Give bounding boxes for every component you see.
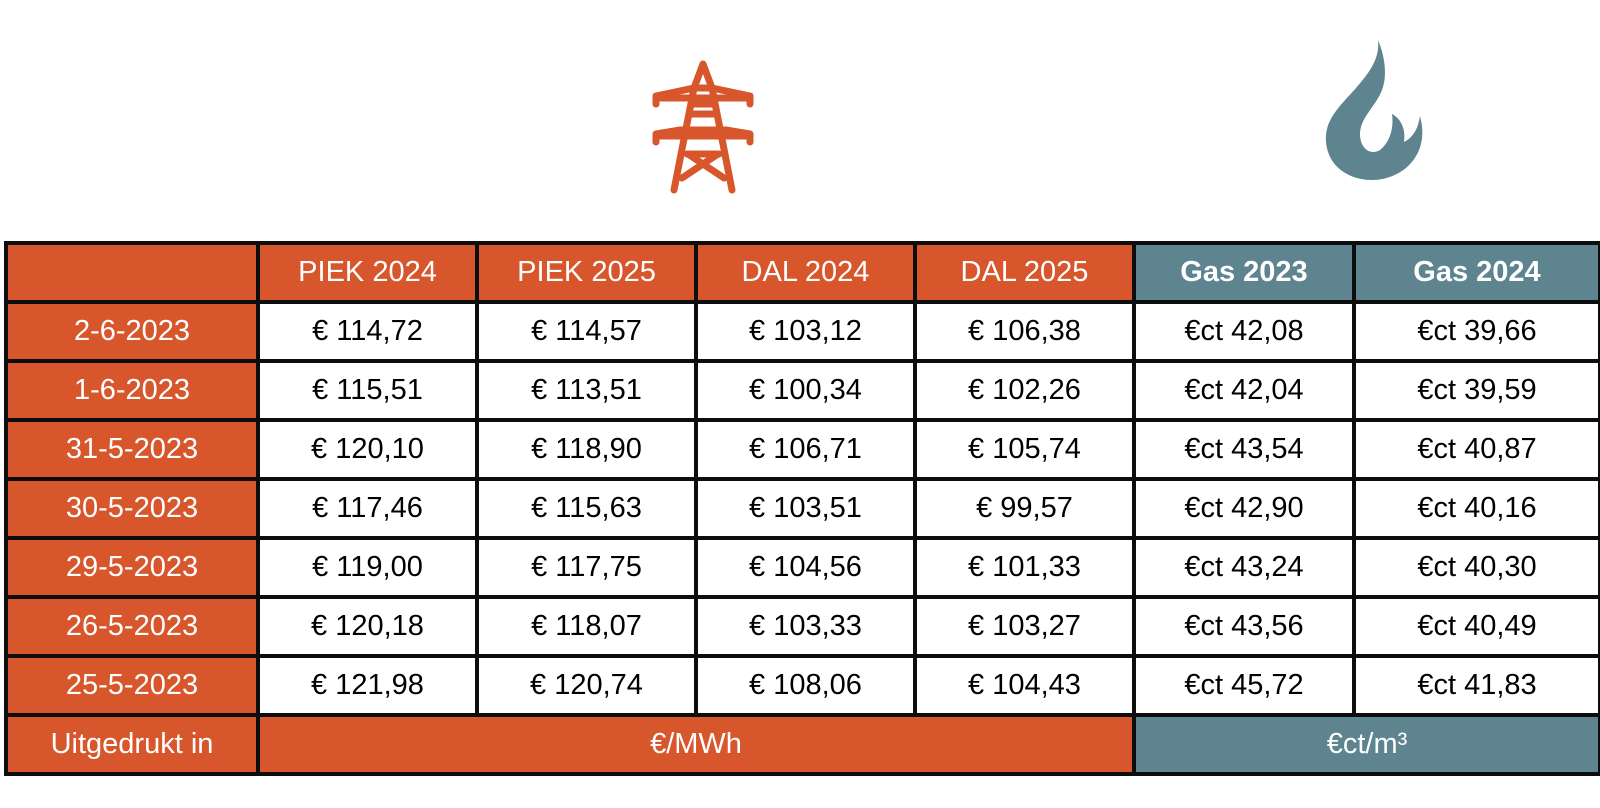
row-date: 2-6-2023 (4, 300, 260, 363)
footer-label: Uitgedrukt in (4, 713, 260, 776)
piek-2024-value: € 114,72 (256, 300, 479, 363)
dal-2024-value: € 103,51 (694, 477, 917, 540)
piek-2025-value: € 115,63 (475, 477, 698, 540)
row-date: 25-5-2023 (4, 654, 260, 717)
gas-2023-value: €ct 45,72 (1132, 654, 1356, 717)
row-date: 26-5-2023 (4, 595, 260, 658)
transmission-tower-icon (652, 60, 754, 194)
piek-2024-value: € 117,46 (256, 477, 479, 540)
gas-2023-value: €ct 43,24 (1132, 536, 1356, 599)
footer-row: Uitgedrukt in €/MWh €ct/m³ (4, 713, 1600, 776)
dal-2024-value: € 100,34 (694, 359, 917, 422)
dal-2025-value: € 102,26 (913, 359, 1136, 422)
gas-2023-value: €ct 43,56 (1132, 595, 1356, 658)
row-date: 1-6-2023 (4, 359, 260, 422)
piek-2025-value: € 114,57 (475, 300, 698, 363)
piek-2025-value: € 120,74 (475, 654, 698, 717)
header-gas-2024: Gas 2024 (1352, 241, 1600, 304)
header-piek-2024: PIEK 2024 (256, 241, 479, 304)
gas-2024-value: €ct 40,16 (1352, 477, 1600, 540)
table-row: 1-6-2023 € 115,51 € 113,51 € 100,34 € 10… (4, 359, 1600, 422)
piek-2025-value: € 113,51 (475, 359, 698, 422)
dal-2024-value: € 108,06 (694, 654, 917, 717)
flame-icon (1325, 40, 1423, 180)
piek-2025-value: € 117,75 (475, 536, 698, 599)
dal-2025-value: € 101,33 (913, 536, 1136, 599)
header-gas-2023: Gas 2023 (1132, 241, 1356, 304)
gas-2024-value: €ct 39,59 (1352, 359, 1600, 422)
dal-2025-value: € 99,57 (913, 477, 1136, 540)
header-row: PIEK 2024 PIEK 2025 DAL 2024 DAL 2025 Ga… (4, 241, 1600, 304)
table-row: 31-5-2023 € 120,10 € 118,90 € 106,71 € 1… (4, 418, 1600, 481)
price-table: PIEK 2024 PIEK 2025 DAL 2024 DAL 2025 Ga… (4, 241, 1600, 776)
row-date: 30-5-2023 (4, 477, 260, 540)
table-row: 25-5-2023 € 121,98 € 120,74 € 108,06 € 1… (4, 654, 1600, 717)
header-dal-2025: DAL 2025 (913, 241, 1136, 304)
piek-2025-value: € 118,07 (475, 595, 698, 658)
piek-2025-value: € 118,90 (475, 418, 698, 481)
gas-2024-value: €ct 41,83 (1352, 654, 1600, 717)
gas-2023-value: €ct 42,08 (1132, 300, 1356, 363)
header-piek-2025: PIEK 2025 (475, 241, 698, 304)
electricity-unit: €/MWh (256, 713, 1136, 776)
table-row: 2-6-2023 € 114,72 € 114,57 € 103,12 € 10… (4, 300, 1600, 363)
table-row: 29-5-2023 € 119,00 € 117,75 € 104,56 € 1… (4, 536, 1600, 599)
dal-2025-value: € 103,27 (913, 595, 1136, 658)
piek-2024-value: € 119,00 (256, 536, 479, 599)
header-empty (4, 241, 260, 304)
row-date: 31-5-2023 (4, 418, 260, 481)
header-dal-2024: DAL 2024 (694, 241, 917, 304)
gas-2023-value: €ct 42,90 (1132, 477, 1356, 540)
row-date: 29-5-2023 (4, 536, 260, 599)
dal-2024-value: € 104,56 (694, 536, 917, 599)
gas-2024-value: €ct 40,30 (1352, 536, 1600, 599)
table-row: 26-5-2023 € 120,18 € 118,07 € 103,33 € 1… (4, 595, 1600, 658)
gas-2024-value: €ct 40,49 (1352, 595, 1600, 658)
piek-2024-value: € 120,10 (256, 418, 479, 481)
dal-2025-value: € 106,38 (913, 300, 1136, 363)
dal-2025-value: € 105,74 (913, 418, 1136, 481)
piek-2024-value: € 121,98 (256, 654, 479, 717)
gas-2023-value: €ct 43,54 (1132, 418, 1356, 481)
dal-2025-value: € 104,43 (913, 654, 1136, 717)
piek-2024-value: € 115,51 (256, 359, 479, 422)
gas-2024-value: €ct 39,66 (1352, 300, 1600, 363)
gas-2024-value: €ct 40,87 (1352, 418, 1600, 481)
dal-2024-value: € 103,12 (694, 300, 917, 363)
gas-2023-value: €ct 42,04 (1132, 359, 1356, 422)
dal-2024-value: € 106,71 (694, 418, 917, 481)
piek-2024-value: € 120,18 (256, 595, 479, 658)
table-row: 30-5-2023 € 117,46 € 115,63 € 103,51 € 9… (4, 477, 1600, 540)
gas-unit: €ct/m³ (1132, 713, 1600, 776)
dal-2024-value: € 103,33 (694, 595, 917, 658)
